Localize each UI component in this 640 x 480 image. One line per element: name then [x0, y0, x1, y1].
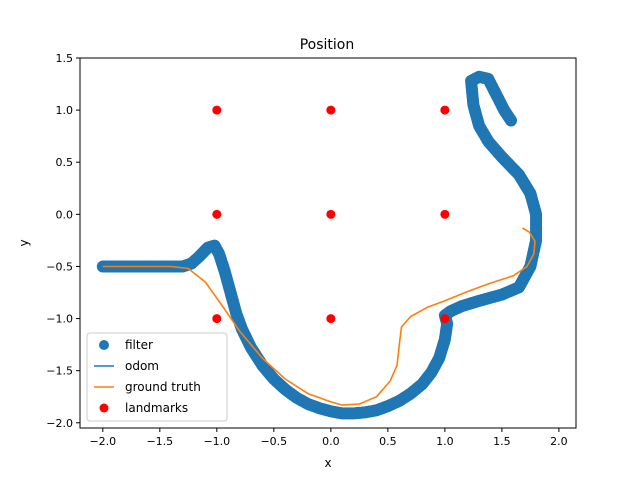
y-tick-label: 1.0	[56, 104, 74, 117]
legend-label: ground truth	[125, 380, 201, 394]
y-tick-label: −1.5	[46, 365, 73, 378]
landmark-point	[326, 314, 336, 324]
landmark-point	[326, 105, 336, 115]
y-tick-label: 0.5	[56, 156, 74, 169]
landmark-point	[440, 314, 450, 324]
x-tick-label: −1.5	[146, 435, 173, 448]
landmark-point	[212, 314, 222, 324]
x-tick-label: −1.0	[203, 435, 230, 448]
legend-label: landmarks	[125, 401, 188, 415]
x-tick-label: 0.5	[379, 435, 397, 448]
legend: filter odom ground truth landmarks	[86, 332, 228, 422]
legend-filter-marker	[99, 340, 109, 350]
landmark-point	[440, 105, 450, 115]
y-tick-label: 1.5	[56, 52, 74, 65]
y-tick-label: −0.5	[46, 260, 73, 273]
y-tick-label: −2.0	[46, 417, 73, 430]
landmark-point	[326, 209, 336, 219]
axis-ticks: −2.0 −1.5 −1.0 −0.5 0.0 0.5 1.0 1.5 2.0 −2.0 −1.5 −…	[46, 52, 567, 448]
x-tick-label: 1.0	[436, 435, 454, 448]
plot-area	[96, 70, 543, 420]
chart-title: Position	[300, 37, 355, 53]
y-tick-label: −1.0	[46, 313, 73, 326]
x-tick-label: 2.0	[550, 435, 568, 448]
y-tick-label: 0.0	[56, 208, 74, 221]
axes-frame	[79, 57, 577, 429]
legend-landmarks-marker	[99, 403, 109, 413]
legend-box	[86, 332, 228, 422]
landmark-point	[212, 209, 222, 219]
legend-label: filter	[125, 338, 153, 352]
x-tick-label: 0.0	[322, 435, 340, 448]
x-tick-label: −2.0	[89, 435, 116, 448]
landmark-point	[440, 209, 450, 219]
series-landmarks	[212, 105, 450, 324]
landmark-point	[212, 105, 222, 115]
filter-point	[505, 114, 518, 127]
y-axis-label: y	[17, 239, 31, 246]
ground-truth-line	[102, 227, 536, 406]
x-tick-label: −0.5	[260, 435, 287, 448]
legend-label: odom	[125, 359, 159, 373]
x-axis-label: x	[324, 456, 331, 470]
x-tick-label: 1.5	[493, 435, 511, 448]
